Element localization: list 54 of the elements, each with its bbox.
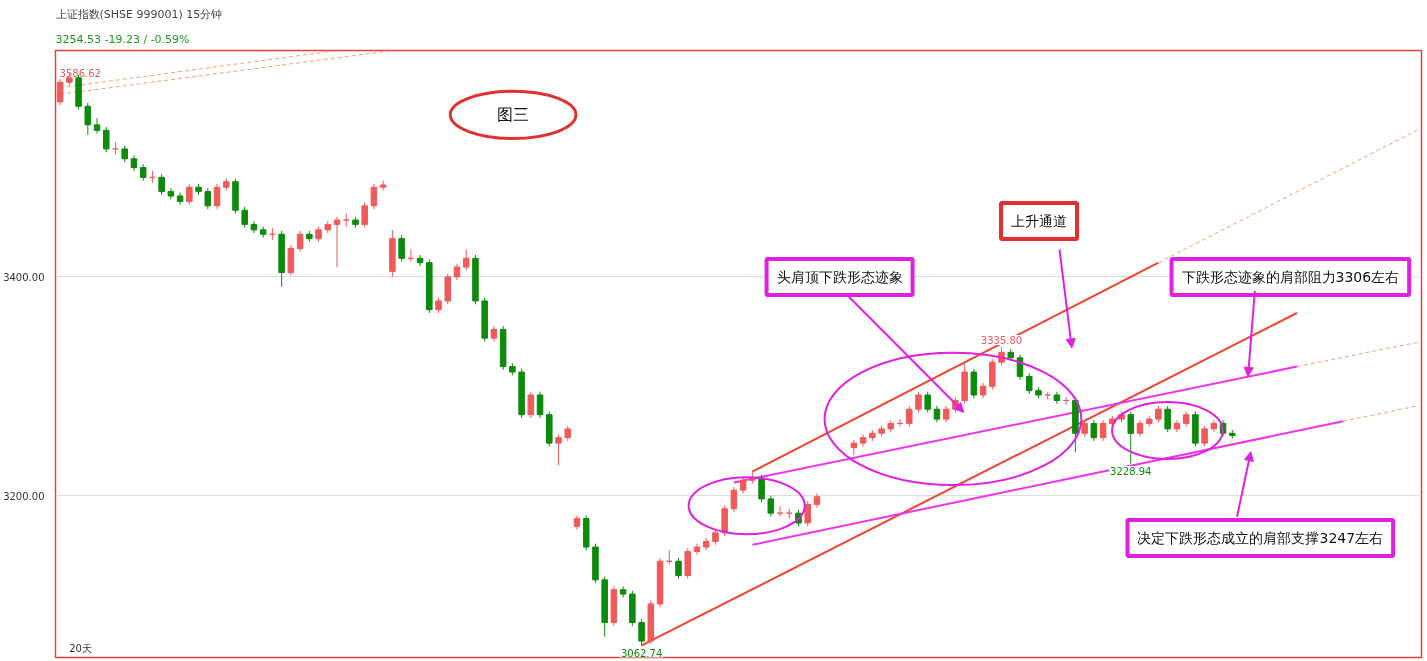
annotation: 头肩顶下跌形态迹象 [776,268,903,285]
annotation: 上升通道 [1011,213,1068,230]
candlestick [158,173,165,196]
candlestick [1127,410,1135,465]
candlestick [333,216,341,268]
candlestick [638,618,645,647]
annotation: 下跌形态迹象的肩部阻力3306左右 [1181,268,1400,285]
candlestick [527,391,535,419]
candlestick [970,368,978,399]
candlestick [167,187,175,200]
annotation: 3335.80 [980,335,1023,347]
candlestick [1201,425,1208,447]
candlestick [804,500,811,527]
candlestick [1164,405,1171,433]
candlestick [213,183,221,210]
annotation: 3062.74 [620,647,663,659]
candlestick [361,202,368,229]
chart-title: 上证指数(SHSE 999001) 15分钟 [55,7,223,21]
candlestick [186,183,193,206]
candlestick [1025,372,1033,395]
candlestick [915,391,922,414]
candlestick [204,187,212,210]
candlestick [758,474,765,503]
candlestick [924,391,931,414]
annotation: 图三 [497,105,530,125]
candlestick [1099,419,1107,442]
candlestick [398,234,405,263]
candlestick [102,126,110,153]
candlestick [905,405,913,428]
candlestick [84,102,92,136]
candlestick [241,206,248,229]
y-tick-label: 3400.00 [3,271,45,283]
candlestick [776,506,784,517]
candlestick [730,486,738,513]
candlestick [850,439,858,456]
annotation: 20天 [69,642,92,654]
y-tick-label: 3200.00 [3,490,45,502]
candlestick [536,391,544,419]
candlestick [555,433,562,466]
candlestick [56,78,64,106]
chart-subtitle: 3254.53 -19.23 / -0.59% [55,32,190,46]
candlestick [296,230,304,253]
candlestick [675,557,682,580]
candlestick [93,117,101,135]
candlestick [462,249,470,271]
candlestick [342,212,350,228]
candlestick [370,183,378,210]
annotation: 3228.94 [1110,465,1152,477]
candlestick [767,495,775,517]
candlestick [1090,419,1098,442]
annotation: 3586.62 [59,67,101,79]
candlestick [693,543,701,556]
annotation: 决定下跌形态成立的肩部支撑3247左右 [1137,529,1384,546]
candlestick [619,585,627,598]
